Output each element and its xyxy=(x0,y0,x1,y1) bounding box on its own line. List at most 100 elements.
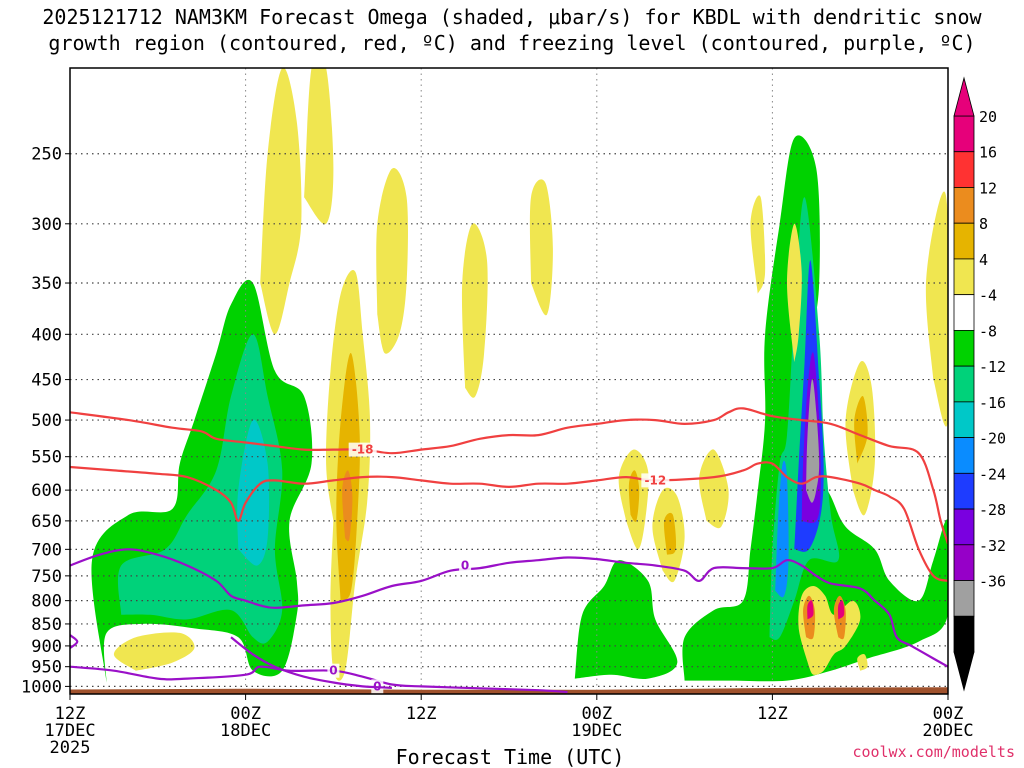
y-tick-label-1000: 1000 xyxy=(21,677,62,697)
y-axis-ticks: 2503003504004505005506006507007508008509… xyxy=(21,145,70,697)
colorbar-label-13: -36 xyxy=(979,573,1006,591)
credit-text: coolwx.com/modelts xyxy=(852,743,1015,761)
plot-frame xyxy=(69,67,949,695)
x-tick-label-12-0: 00Z xyxy=(230,704,261,724)
omega-shading xyxy=(91,68,948,683)
ground-fill xyxy=(70,687,948,694)
colorbar-swatch-3 xyxy=(953,222,975,260)
y-tick-label-450: 450 xyxy=(31,371,62,391)
dgz-contour-label-bg-1 xyxy=(641,473,670,488)
omega-region-32 xyxy=(925,191,948,427)
y-tick-label-500: 500 xyxy=(31,411,62,431)
omega-region-10 xyxy=(113,632,195,671)
y-tick-label-600: 600 xyxy=(31,481,62,501)
y-tick-label-700: 700 xyxy=(31,540,62,560)
x-tick-label-60-1: 20DEC xyxy=(922,721,973,741)
colorbar-label-4: 4 xyxy=(979,251,988,269)
x-tick-label-12-1: 18DEC xyxy=(220,721,271,741)
omega-region-18 xyxy=(529,179,553,316)
colorbar: 20 16 12 8 4 -4 -8 -12 -16 -20 -24 -28 -32 -36 xyxy=(953,76,1006,692)
plot-area: -18-12 000 xyxy=(70,68,948,694)
x-axis-label: Forecast Time (UTC) xyxy=(396,745,625,768)
colorbar-label-6: -8 xyxy=(979,322,997,340)
colorbar-swatch-0 xyxy=(953,115,975,153)
freezing-contour-label-0: 0 xyxy=(461,558,469,572)
freezing-contour-line-0 xyxy=(70,548,948,668)
y-tick-label-650: 650 xyxy=(31,512,62,532)
freezing-contour-label-bg-1 xyxy=(327,663,340,678)
colorbar-label-7: -12 xyxy=(979,358,1006,376)
colorbar-label-5: -4 xyxy=(979,287,997,305)
omega-region-33 xyxy=(787,223,802,363)
omega-region-30 xyxy=(854,396,868,464)
colorbar-label-11: -28 xyxy=(979,501,1006,519)
omega-region-11 xyxy=(260,68,302,335)
omega-region-27 xyxy=(807,600,814,620)
colorbar-label-2: 12 xyxy=(979,179,997,197)
omega-region-9 xyxy=(806,379,820,503)
omega-region-1 xyxy=(117,334,283,644)
dgz-contour-label-0: -18 xyxy=(352,443,374,457)
colorbar-top-arrow xyxy=(953,76,975,117)
x-tick-label-60-0: 00Z xyxy=(933,704,964,724)
y-tick-label-750: 750 xyxy=(31,567,62,587)
freezing-contour-line-3 xyxy=(230,636,392,689)
x-tick-label-48-0: 12Z xyxy=(757,704,788,724)
dgz-contour-label-bg-0 xyxy=(348,442,377,457)
omega-region-3 xyxy=(574,560,678,680)
colorbar-swatch-12 xyxy=(953,544,975,581)
y-tick-label-300: 300 xyxy=(31,215,62,235)
colorbar-swatch-11 xyxy=(953,508,975,546)
colorbar-label-3: 8 xyxy=(979,215,988,233)
y-tick-label-800: 800 xyxy=(31,592,62,612)
y-tick-label-900: 900 xyxy=(31,637,62,657)
x-tick-label-0-2: 2025 xyxy=(50,738,91,758)
y-tick-label-550: 550 xyxy=(31,448,62,468)
omega-region-23 xyxy=(699,449,729,529)
omega-region-17 xyxy=(461,223,488,398)
colorbar-swatch-1 xyxy=(953,151,975,188)
x-tick-label-24-0: 12Z xyxy=(406,704,437,724)
y-tick-label-350: 350 xyxy=(31,274,62,294)
y-tick-label-400: 400 xyxy=(31,325,62,345)
freezing-contour-line-1 xyxy=(70,665,568,694)
colorbar-label-0: 20 xyxy=(979,108,997,126)
omega-region-4 xyxy=(682,135,948,682)
omega-region-15 xyxy=(342,470,353,542)
freezing-contour-line-2 xyxy=(70,634,79,649)
freezing-contour-label-1: 0 xyxy=(329,664,337,678)
y-tick-label-250: 250 xyxy=(31,145,62,165)
grid-lines xyxy=(70,68,948,694)
omega-region-34 xyxy=(750,195,766,294)
freezing-level-contours: 000 xyxy=(70,548,948,694)
colorbar-swatch-6 xyxy=(953,329,975,367)
colorbar-label-1: 16 xyxy=(979,144,997,162)
colorbar-swatch-13 xyxy=(953,580,975,617)
colorbar-swatch-4 xyxy=(953,258,975,296)
dgz-temperature-contours: -18 -12 xyxy=(70,407,948,582)
y-tick-label-950: 950 xyxy=(31,658,62,678)
colorbar-label-8: -16 xyxy=(979,394,1006,412)
x-tick-label-0-1: 17DEC xyxy=(44,721,95,741)
omega-region-31 xyxy=(857,654,868,671)
omega-region-6 xyxy=(775,460,789,598)
omega-region-28 xyxy=(837,600,845,620)
colorbar-swatch-14 xyxy=(953,615,975,653)
colorbar-swatch-8 xyxy=(953,401,975,439)
colorbar-label-9: -20 xyxy=(979,430,1006,448)
y-tick-label-850: 850 xyxy=(31,615,62,635)
dgz-contour-line-1 xyxy=(70,461,948,582)
colorbar-swatch-5 xyxy=(953,294,975,331)
chart-title-line-1: 2025121712 NAM3KM Forecast Omega (shaded… xyxy=(42,5,982,29)
colorbar-label-10: -24 xyxy=(979,465,1006,483)
omega-region-16 xyxy=(376,167,408,354)
colorbar-swatch-7 xyxy=(953,365,975,403)
x-tick-label-36-1: 19DEC xyxy=(571,721,622,741)
omega-region-20 xyxy=(628,470,640,522)
colorbar-swatch-9 xyxy=(953,437,975,474)
omega-region-12 xyxy=(304,68,334,225)
colorbar-bottom-arrow xyxy=(953,651,975,692)
x-tick-label-0-0: 12Z xyxy=(55,704,86,724)
